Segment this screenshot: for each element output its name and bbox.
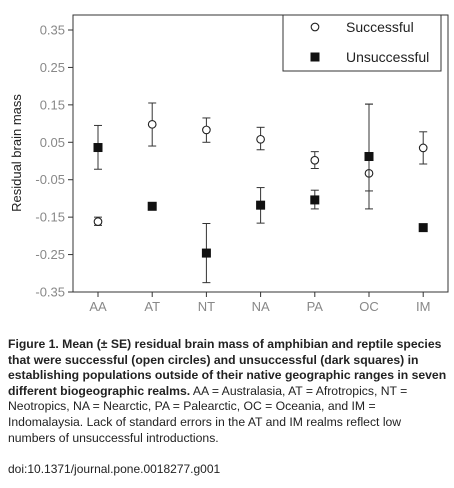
successful-point	[310, 155, 320, 165]
successful-point	[418, 143, 428, 153]
caption-body: AA = Australasia, AT = Afrotropics, NT =…	[8, 383, 408, 445]
successful-point	[202, 125, 211, 135]
x-tick-label: NT	[198, 299, 215, 314]
brain-mass-chart: 0.350.250.150.05-0.05-0.15-0.25-0.35 AA A…	[9, 14, 449, 314]
y-tick-label: 0.35	[40, 23, 65, 38]
legend-unsuccessful-label: Unsuccessful	[346, 49, 429, 65]
x-axis-ticks: AA AT NT NA PA OC IM	[89, 292, 430, 314]
y-axis-title: Residual brain mass	[9, 94, 24, 212]
chart-marks	[93, 102, 428, 284]
unsuccessful-point	[256, 200, 266, 210]
legend-successful-marker	[310, 22, 320, 32]
y-tick-label: -0.05	[35, 172, 65, 187]
legend-unsuccessful-marker	[310, 52, 320, 62]
y-tick-label: -0.15	[35, 210, 65, 225]
x-tick-label: OC	[359, 299, 379, 314]
legend-successful-label: Successful	[346, 19, 414, 35]
y-tick-label: 0.15	[40, 97, 65, 112]
y-axis-ticks: 0.35 0.25 0.15 0.05 -0.05 -0.15 -0.25 -0.35	[35, 23, 73, 300]
unsuccessful-point	[201, 248, 211, 258]
figure-doi: doi:10.1371/journal.pone.0018277.g001	[8, 462, 221, 476]
chart-legend: Successful Unsuccessful	[282, 14, 442, 72]
series-unsuccessful	[93, 103, 428, 284]
caption-title: Figure 1. Mean (± SE) residual brain mas…	[8, 337, 447, 398]
y-tick-label: -0.25	[35, 247, 65, 262]
y-tick-label: 0.05	[40, 135, 65, 150]
unsuccessful-point	[93, 143, 103, 153]
y-tick-label: 0.25	[40, 60, 65, 75]
unsuccessful-point	[418, 223, 428, 233]
x-tick-label: AA	[89, 299, 107, 314]
x-tick-label: NA	[252, 299, 270, 314]
y-tick-label: -0.35	[35, 285, 65, 300]
successful-point	[147, 119, 157, 129]
x-tick-label: PA	[307, 299, 324, 314]
successful-point	[256, 134, 265, 144]
unsuccessful-point	[364, 152, 374, 162]
unsuccessful-point	[147, 201, 157, 211]
x-tick-label: AT	[144, 299, 160, 314]
successful-point	[93, 217, 103, 226]
legend-box	[282, 14, 442, 72]
x-tick-label: IM	[416, 299, 430, 314]
unsuccessful-point	[310, 195, 320, 205]
figure-caption: Figure 1. Mean (± SE) residual brain mas…	[8, 337, 448, 446]
